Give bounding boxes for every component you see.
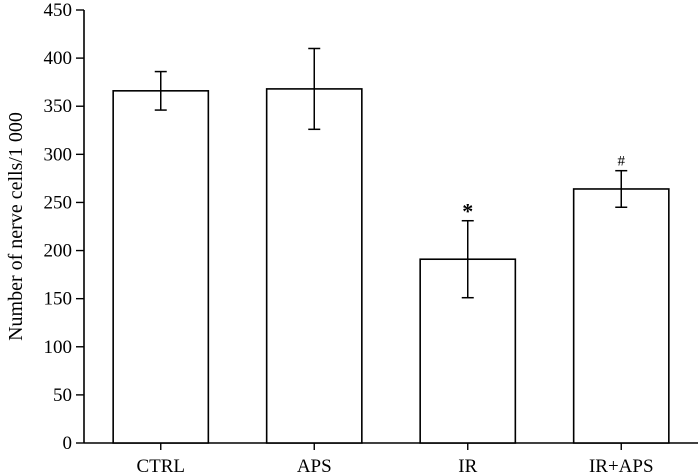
y-tick-label: 350 [44, 96, 73, 117]
bar [112, 90, 210, 444]
bars: *# [112, 47, 670, 444]
y-tick-label: 200 [44, 241, 73, 262]
y-tick-label: 150 [44, 289, 73, 310]
y-tick-label: 300 [44, 144, 73, 165]
x-axis: CTRL APS IR IR+APS [84, 442, 698, 476]
category-label: CTRL [136, 456, 185, 476]
category-label: APS [297, 456, 332, 476]
category-label: IR+APS [589, 456, 654, 476]
y-axis-label: Number of nerve cells/1 000 [5, 112, 27, 341]
y-tick-label: 400 [44, 48, 73, 69]
significance-marker: # [618, 154, 626, 170]
category-label: IR [458, 456, 477, 476]
bar [265, 88, 363, 444]
y-tick-label: 450 [44, 0, 73, 21]
y-tick-label: 50 [53, 385, 72, 406]
y-tick-label: 0 [63, 433, 73, 454]
y-tick-label: 250 [44, 192, 73, 213]
y-tick-label: 100 [44, 337, 73, 358]
y-axis: 0 50 100 150 200 250 300 350 400 450 [44, 0, 85, 454]
bar [572, 188, 670, 444]
significance-marker: * [462, 199, 473, 224]
